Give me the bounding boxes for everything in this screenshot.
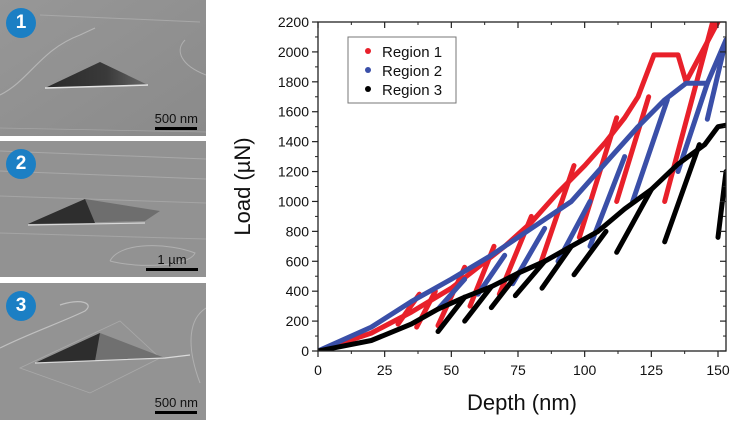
x-tick-label: 0 — [314, 362, 322, 378]
x-tick-label: 125 — [640, 362, 664, 378]
y-tick-label: 200 — [286, 313, 310, 329]
x-tick-label: 100 — [573, 362, 597, 378]
unload-segment-2-8 — [704, 37, 726, 122]
loading-curve-2 — [318, 37, 726, 351]
y-tick-label: 1800 — [278, 74, 309, 90]
scale-bar-line-1 — [155, 127, 198, 130]
axis-ticks: 0 25 50 75 100 125 150 0 200 400 600 800 1000 1200 140… — [278, 14, 730, 378]
unload-segment-3-2 — [462, 284, 494, 324]
y-tick-label: 600 — [286, 253, 310, 269]
panel-badge-1: 1 — [6, 8, 36, 38]
sem-image-panel-2: 2 1 µm — [0, 141, 206, 277]
y-axis-label: Load (µN) — [230, 137, 255, 235]
x-axis-label: Depth (nm) — [467, 390, 577, 415]
unload-segment-1-7 — [576, 115, 620, 240]
unload-segment-3-3 — [488, 270, 521, 311]
unload-segment-1-8 — [614, 94, 652, 204]
scale-label-3: 500 nm — [154, 395, 198, 410]
unload-segment-3-5 — [539, 243, 574, 291]
legend-marker-2 — [365, 67, 371, 73]
legend-label-1: Region 1 — [382, 44, 442, 61]
legend-marker-3 — [365, 86, 371, 92]
scale-bar-1: 500 nm — [155, 111, 198, 130]
chart-curves — [318, 22, 726, 351]
legend-label-3: Region 3 — [382, 82, 442, 99]
x-tick-label: 75 — [510, 362, 526, 378]
y-tick-label: 800 — [286, 223, 310, 239]
unload-segment-3-6 — [571, 228, 609, 278]
panel-badge-2: 2 — [6, 149, 36, 179]
y-tick-label: 0 — [301, 343, 309, 359]
unload-segment-2-7 — [675, 80, 710, 175]
y-tick-label: 2000 — [278, 44, 309, 60]
x-tick-label: 50 — [444, 362, 460, 378]
y-tick-label: 400 — [286, 283, 310, 299]
unload-segment-2-1 — [435, 276, 468, 312]
x-tick-label: 25 — [377, 362, 393, 378]
unload-segment-3-8 — [662, 142, 702, 245]
scale-label-1: 500 nm — [154, 111, 198, 126]
scale-label-2: 1 µm — [157, 252, 187, 267]
load-depth-chart: 0 25 50 75 100 125 150 0 200 400 600 800 1000 1200 140… — [230, 14, 730, 415]
y-tick-label: 1400 — [278, 134, 309, 150]
scale-bar-2: 1 µm — [146, 252, 198, 271]
loading-curve-3 — [318, 122, 726, 351]
y-tick-label: 1000 — [278, 193, 309, 209]
unload-segment-2-6 — [630, 97, 670, 204]
unload-segment-1-6 — [536, 163, 577, 270]
unload-segment-3-9 — [715, 169, 726, 240]
panel-badge-3: 3 — [6, 291, 36, 321]
scale-bar-3: 500 nm — [155, 395, 198, 414]
scale-bar-line-2 — [146, 268, 198, 271]
y-tick-label: 1200 — [278, 164, 309, 180]
chart-legend: Region 1 Region 2 Region 3 — [347, 36, 457, 104]
x-tick-label: 150 — [706, 362, 730, 378]
unload-segment-3-7 — [614, 186, 654, 255]
unload-segment-3-4 — [512, 258, 548, 299]
legend-label-2: Region 2 — [382, 63, 442, 80]
unload-segment-3-1 — [435, 294, 468, 335]
series-3 — [318, 122, 726, 351]
y-tick-label: 2200 — [278, 14, 309, 30]
legend-marker-1 — [365, 48, 371, 54]
sem-image-panel-1: 1 500 nm — [0, 0, 206, 136]
y-tick-label: 1600 — [278, 104, 309, 120]
scale-bar-line-3 — [155, 411, 198, 414]
sem-image-panel-3: 3 500 nm — [0, 283, 206, 420]
